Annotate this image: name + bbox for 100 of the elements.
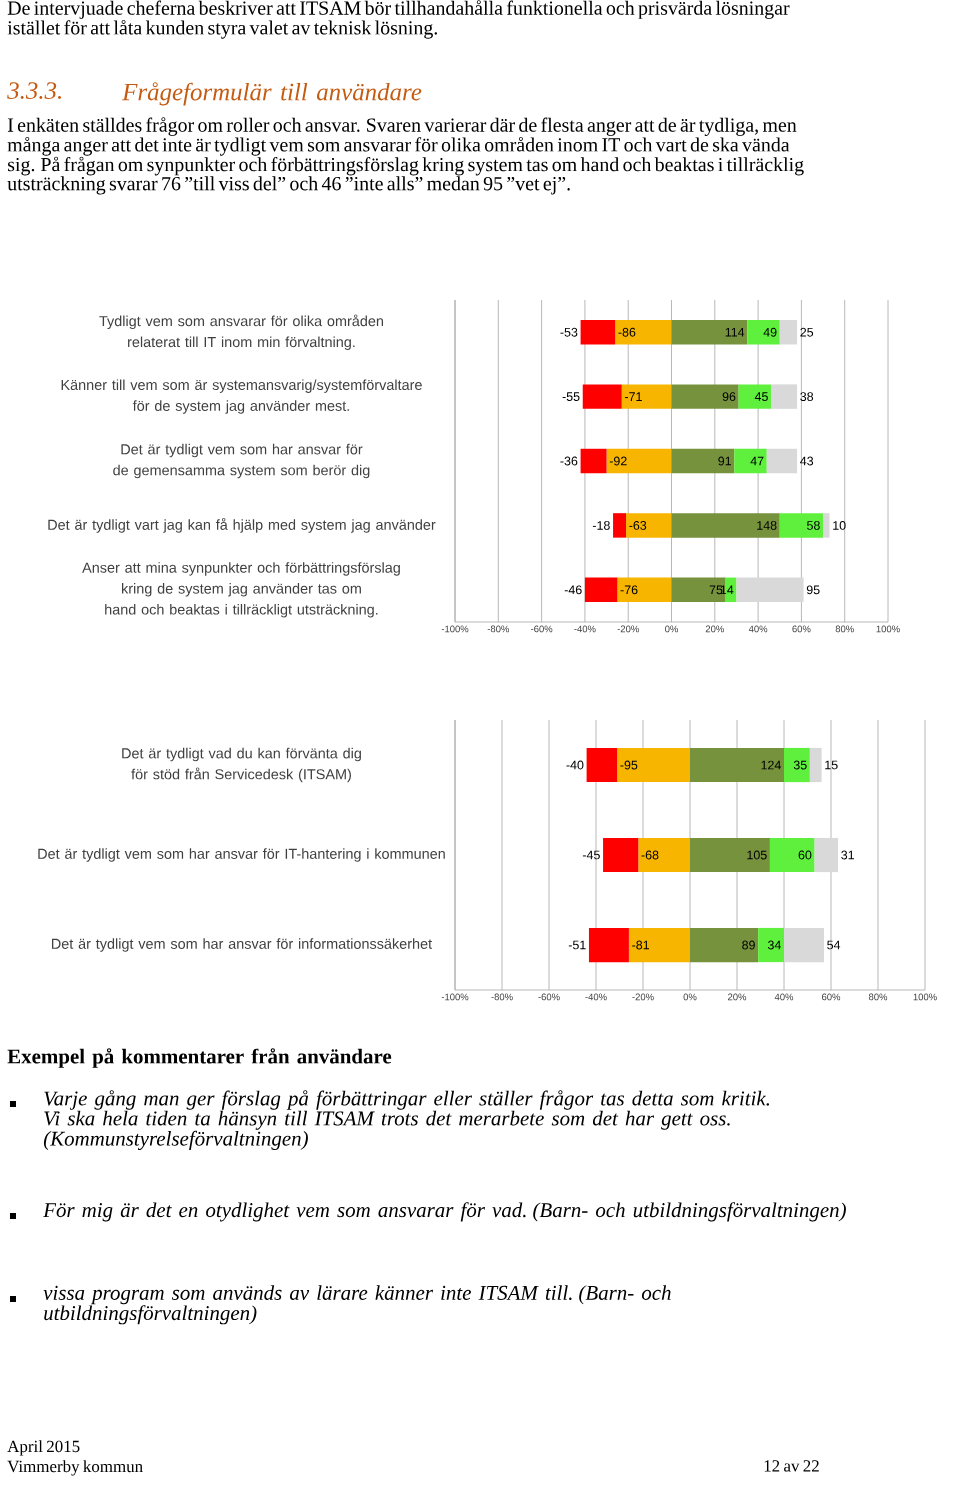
text: vissa program som används av lärare känner inte ITSAM till. (Barn- och utbildningsförvaltningen): [43, 1285, 671, 1325]
annotation: 91: [718, 456, 731, 466]
annotation: -46: [564, 585, 582, 595]
bar: [615, 319, 672, 345]
bar: [626, 513, 672, 538]
bar: [603, 837, 639, 873]
x-tick-label: 80%: [835, 625, 854, 633]
x-tick-label: 100%: [913, 993, 937, 1001]
bar: [758, 927, 785, 963]
text: 3.3.3.: [7, 82, 61, 100]
bar: [784, 747, 810, 783]
text: För mig är det en otydlighet vem som ansvarar för vad. (Barn- och utbildningsförvaltningen): [43, 1202, 846, 1222]
x-tick-label: -20%: [632, 993, 654, 1001]
bar: [586, 747, 618, 783]
bar: [582, 384, 622, 409]
x-tick-label: 0%: [683, 993, 697, 1001]
annotation: 60: [798, 850, 812, 860]
annotation: 124: [761, 760, 781, 770]
bar: [580, 319, 616, 345]
annotation: -76: [620, 585, 638, 595]
annotation: -95: [620, 760, 638, 770]
annotation: -18: [592, 521, 610, 530]
x-tick-label: -40%: [574, 625, 596, 633]
annotation: -55: [562, 392, 580, 401]
x-tick-label: 0%: [665, 625, 679, 633]
y-tick-label: Det är tydligt vem som har ansvar för informationssäkerhet: [51, 938, 432, 952]
annotation: 54: [827, 940, 841, 950]
annotation: 49: [763, 327, 777, 337]
bar: [779, 513, 824, 538]
annotation: 96: [722, 392, 736, 402]
text: Vimmerby kommun: [7, 1460, 143, 1476]
bar: [671, 319, 748, 345]
x-tick-label: -40%: [585, 993, 607, 1001]
x-tick-label: -60%: [538, 993, 560, 1001]
annotation: -51: [568, 940, 586, 950]
annotation: 114: [725, 327, 745, 337]
y-tick-label: Känner till vem som är systemansvarig/systemförvaltare för de system jag använder mest.: [61, 379, 422, 414]
annotation: 31: [841, 850, 854, 860]
annotation: -92: [609, 456, 627, 466]
x-tick-label: 60%: [792, 625, 811, 633]
annotation: 38: [800, 392, 814, 402]
bar: [690, 747, 785, 783]
annotation: 35: [793, 760, 807, 770]
bar: [617, 747, 691, 783]
x-tick-label: 100%: [876, 625, 900, 633]
x-tick-label: -80%: [491, 993, 513, 1001]
x-tick-label: 20%: [728, 993, 747, 1001]
x-tick-label: 60%: [822, 993, 841, 1001]
annotation: 148: [757, 521, 777, 530]
bar: [769, 837, 815, 873]
bar: [814, 837, 839, 873]
bar: [766, 448, 798, 474]
x-tick-label: -20%: [617, 625, 639, 633]
y-tick-label: Tydligt vem som ansvarar för olika områden relaterat till IT inom min förvaltning.: [99, 314, 383, 350]
bar: [617, 577, 672, 603]
annotation: -63: [629, 521, 647, 530]
annotation: 25: [800, 327, 814, 337]
annotation: 45: [754, 392, 768, 401]
bar: [621, 384, 672, 409]
text: 12 av 22: [764, 1460, 819, 1472]
y-tick-label: Anser att mina synpunkter och förbättringsförslag kring de system jag använder tas om hand och beaktas i tillräckligt utsträckning.: [82, 562, 400, 618]
annotation: -81: [632, 940, 649, 950]
bar: [671, 513, 780, 538]
text: I enkäten ställdes frågor om roller och ansvar. Svaren varierar där de flesta anger att de är tydliga, men många anger att det inte är tydligt vem som ansvarar för olika områden inom IT och vart de ska vända sig. På frågan om synpunkter och förbättringsförslag kring system tas om hand och beaktas i tillräcklig utsträckning svarar 76 ”till viss del” och 46 ”inte alls” medan 95 ”vet ej”.: [7, 117, 804, 195]
y-tick-label: Det är tydligt vem som har ansvar för de gemensamma system som berör dig: [113, 443, 370, 479]
bar: [671, 448, 735, 474]
bar: [747, 319, 780, 345]
annotation: 14: [720, 585, 734, 595]
annotation: -40: [566, 760, 584, 770]
annotation: -36: [560, 456, 578, 466]
bar: [736, 577, 804, 603]
annotation: -86: [618, 327, 636, 337]
annotation: 47: [750, 456, 764, 466]
x-tick-label: 40%: [748, 625, 768, 633]
bar: [771, 384, 798, 409]
bar: [584, 577, 618, 603]
annotation: 89: [742, 940, 755, 950]
x-tick-label: -60%: [530, 625, 553, 633]
x-tick-label: 80%: [868, 993, 888, 1001]
annotation: 34: [767, 940, 781, 950]
annotation: -45: [582, 850, 600, 860]
bar: [823, 513, 830, 538]
annotation: 75: [709, 585, 723, 595]
y-tick-label: Det är tydligt vem som har ansvar för IT-hantering i kommunen: [38, 848, 445, 862]
bar: [580, 448, 607, 474]
bar: [779, 319, 798, 345]
bar: [628, 927, 691, 963]
bar: [738, 384, 772, 409]
text: Exempel på kommentarer från användare: [7, 1048, 392, 1068]
annotation: 43: [800, 456, 814, 466]
y-tick-label: Det är tydligt vad du kan förvänta dig för stöd från Servicedesk (ITSAM): [122, 747, 361, 783]
bar: [588, 927, 629, 963]
annotation: 105: [747, 850, 767, 860]
text: Frågeformulär till användare: [122, 82, 422, 106]
x-tick-label: -100%: [441, 625, 469, 633]
annotation: -71: [624, 392, 642, 401]
bar: [734, 448, 767, 474]
bar: [809, 747, 822, 783]
bar: [613, 513, 627, 538]
bar: [606, 448, 672, 474]
